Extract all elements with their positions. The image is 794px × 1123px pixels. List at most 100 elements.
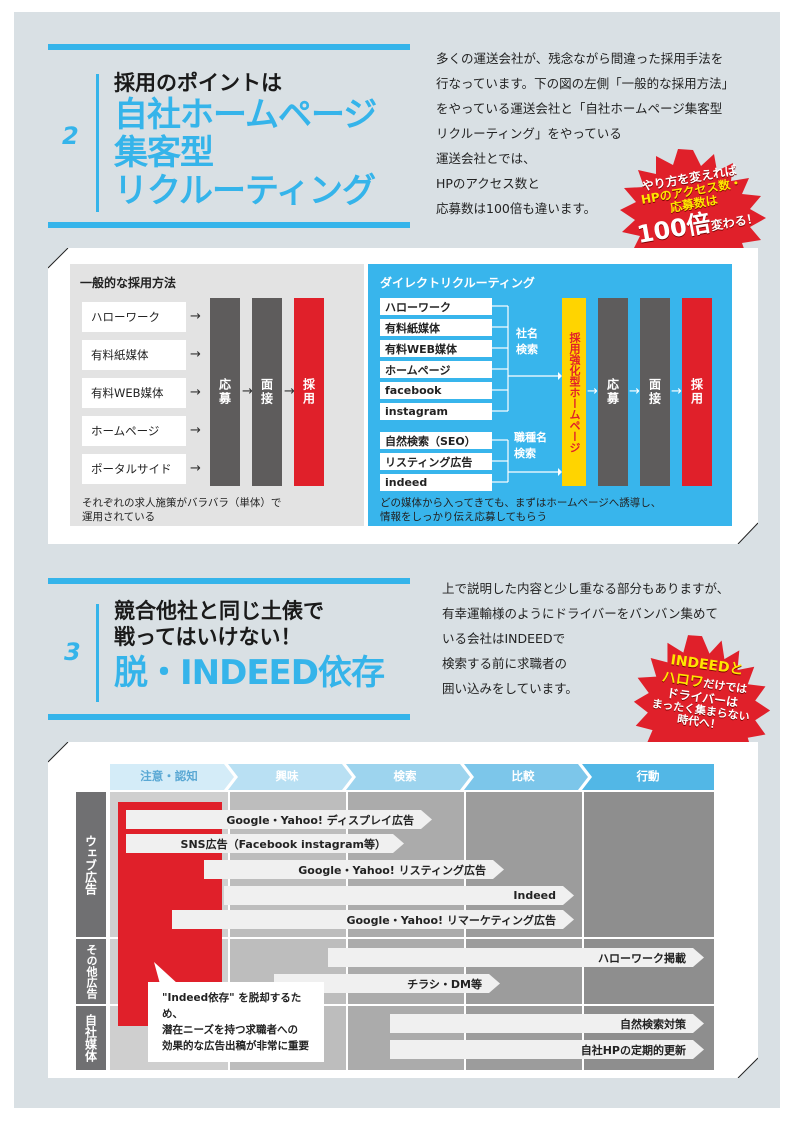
general-item: ポータルサイド xyxy=(82,454,186,484)
sec2-heading-big-2: 集客型 xyxy=(114,133,214,173)
general-item: 有料WEB媒体 xyxy=(82,378,186,408)
bar-listing-ads: Google・Yahoo! リスティング広告 xyxy=(204,860,504,879)
arrow-right-icon: → xyxy=(190,347,201,362)
arrow-right-icon: → xyxy=(587,384,598,399)
caption-line: 情報をしっかり伝え応募してもらう xyxy=(380,511,548,523)
arrow-right-icon: → xyxy=(190,461,201,476)
sec2-line: 運送会社とでは、 xyxy=(436,151,536,166)
bar-display-ads: Google・Yahoo! ディスプレイ広告 xyxy=(126,810,432,829)
direct-item: ホームページ xyxy=(380,361,492,378)
bar-indeed: Indeed xyxy=(224,886,574,905)
direct-step-hire: 採用 xyxy=(682,298,712,486)
general-item: ホームページ xyxy=(82,416,186,446)
sec3-heading-big: 脱・INDEED依存 xyxy=(114,653,385,693)
note-line: 潜在ニーズを持つ求職者への xyxy=(162,1024,298,1036)
direct-item: リスティング広告 xyxy=(380,453,492,470)
direct-item: instagram xyxy=(380,403,492,420)
sec2-number: 2 xyxy=(62,122,79,150)
sec2-line: リクルーティング」をやっている xyxy=(436,126,622,141)
row-label-web-ads: ウェブ広告 xyxy=(76,792,106,937)
page: 2 採用のポイントは 自社ホームページ 集客型 リクルーティング 多くの運送会社… xyxy=(14,12,780,1108)
row-label-other-ads: その他広告 xyxy=(76,939,106,1004)
note-line: "Indeed依存" を脱却するため、 xyxy=(162,992,302,1020)
sec3-line: いる会社はINDEEDで xyxy=(442,631,566,646)
direct-title: ダイレクトリクルーティング xyxy=(380,276,535,290)
connector-lines xyxy=(492,305,562,483)
label-line: 社名 xyxy=(516,327,538,340)
direct-step-apply: 応募 xyxy=(598,298,628,486)
direct-step-interview: 面接 xyxy=(640,298,670,486)
general-item: ハローワーク xyxy=(82,302,186,332)
arrow-right-icon: → xyxy=(242,384,253,399)
row-divider xyxy=(110,937,714,939)
sec2-bottom-rule xyxy=(48,222,410,228)
arrow-right-icon: → xyxy=(190,309,201,324)
sec3-line: 上で説明した内容と少し重なる部分もありますが、 xyxy=(442,581,730,596)
starburst-icon xyxy=(620,149,766,278)
heading-line: 競合他社と同じ土俵で xyxy=(114,599,324,623)
yellow-homepage-bar: 採用強化型ホームページ xyxy=(562,298,586,486)
stage-arrows xyxy=(110,764,714,790)
arrow-right-icon: → xyxy=(190,385,201,400)
sec3-paragraph: 上で説明した内容と少し重なる部分もありますが、 有幸運輸様のようにドライバーをバ… xyxy=(442,576,762,701)
arrow-right-icon: → xyxy=(284,384,295,399)
bar-sns-ads: SNS広告（Facebook instagram等） xyxy=(126,834,404,853)
label-line: 検索 xyxy=(516,343,538,356)
sec2-line: HPのアクセス数と xyxy=(436,176,540,191)
sec2-heading-big-3: リクルーティング xyxy=(114,171,376,211)
starburst-icon xyxy=(633,635,771,776)
sec3-heading-small: 競合他社と同じ土俵で 戦ってはいけない！ xyxy=(114,598,324,651)
direct-item: indeed xyxy=(380,474,492,491)
general-title: 一般的な採用方法 xyxy=(80,276,177,290)
stage-search: 検索 xyxy=(393,769,417,783)
stage-action: 行動 xyxy=(636,769,660,783)
sec3-bottom-rule xyxy=(48,714,410,720)
general-caption: それぞれの求人施策がバラバラ（単体）で 運用されている xyxy=(82,496,281,524)
row-label-own-media: 自社媒体 xyxy=(76,1006,106,1070)
sec2-vertical-rule xyxy=(96,74,99,212)
bar-remarketing: Google・Yahoo! リマーケティング広告 xyxy=(172,910,574,929)
caption-line: 運用されている xyxy=(82,511,156,523)
general-step-interview: 面接 xyxy=(252,298,282,486)
sec2-heading-big-1: 自社ホームページ xyxy=(114,95,377,135)
sec2-line: 応募数は100倍も違います。 xyxy=(436,201,597,216)
sec3-line: 有幸運輸様のようにドライバーをバンバン集めて xyxy=(442,606,719,621)
row-divider xyxy=(110,1004,714,1006)
arrow-right-icon: → xyxy=(629,384,640,399)
sec2-heading-small: 採用のポイントは xyxy=(114,71,282,95)
direct-item: ハローワーク xyxy=(380,298,492,315)
caption-line: それぞれの求人施策がバラバラ（単体）で xyxy=(82,497,282,509)
stage-interest: 興味 xyxy=(275,769,299,783)
direct-group2-label: 職種名 検索 xyxy=(514,430,547,462)
sec2-line: をやっている運送会社と「自社ホームページ集客型 xyxy=(436,101,723,116)
stage-compare: 比較 xyxy=(511,769,535,783)
stage-awareness: 注意・認知 xyxy=(140,769,198,783)
direct-caption: どの媒体から入ってきても、まずはホームページへ誘導し、 情報をしっかり伝え応募し… xyxy=(380,496,661,524)
bar-hellowork: ハローワーク掲載 xyxy=(328,948,704,967)
sec3-top-rule xyxy=(48,578,410,584)
direct-item: 有料WEB媒体 xyxy=(380,340,492,357)
direct-group1-label: 社名 検索 xyxy=(516,326,538,358)
sec2-top-rule xyxy=(48,44,410,50)
general-item: 有料紙媒体 xyxy=(82,340,186,370)
sec2-line: 多くの運送会社が、残念ながら間違った採用手法を xyxy=(436,51,724,66)
sec3-vertical-rule xyxy=(96,604,99,702)
indeed-note: "Indeed依存" を脱却するため、 潜在ニーズを持つ求職者への 効果的な広告… xyxy=(148,982,324,1062)
arrow-right-icon: → xyxy=(190,423,201,438)
label-line: 検索 xyxy=(514,447,536,460)
sec3-line: 囲い込みをしています。 xyxy=(442,681,578,696)
sec2-line: 行なっています。下の図の左側「一般的な採用方法」 xyxy=(436,76,735,91)
callout-pointer xyxy=(154,962,178,984)
sec3-line: 検索する前に求職者の xyxy=(442,656,568,671)
bar-flyer-dm: チラシ・DM等 xyxy=(274,974,500,993)
caption-line: どの媒体から入ってきても、まずはホームページへ誘導し、 xyxy=(380,497,662,509)
direct-item: facebook xyxy=(380,382,492,399)
sec3-number: 3 xyxy=(64,638,81,666)
sec2-paragraph: 多くの運送会社が、残念ながら間違った採用手法を 行なっています。下の図の左側「一… xyxy=(436,46,756,221)
general-step-hire: 採用 xyxy=(294,298,324,486)
arrow-right-icon: → xyxy=(671,384,682,399)
note-line: 効果的な広告出稿が非常に重要 xyxy=(162,1040,309,1052)
direct-item: 有料紙媒体 xyxy=(380,319,492,336)
label-line: 職種名 xyxy=(514,431,547,444)
general-step-apply: 応募 xyxy=(210,298,240,486)
